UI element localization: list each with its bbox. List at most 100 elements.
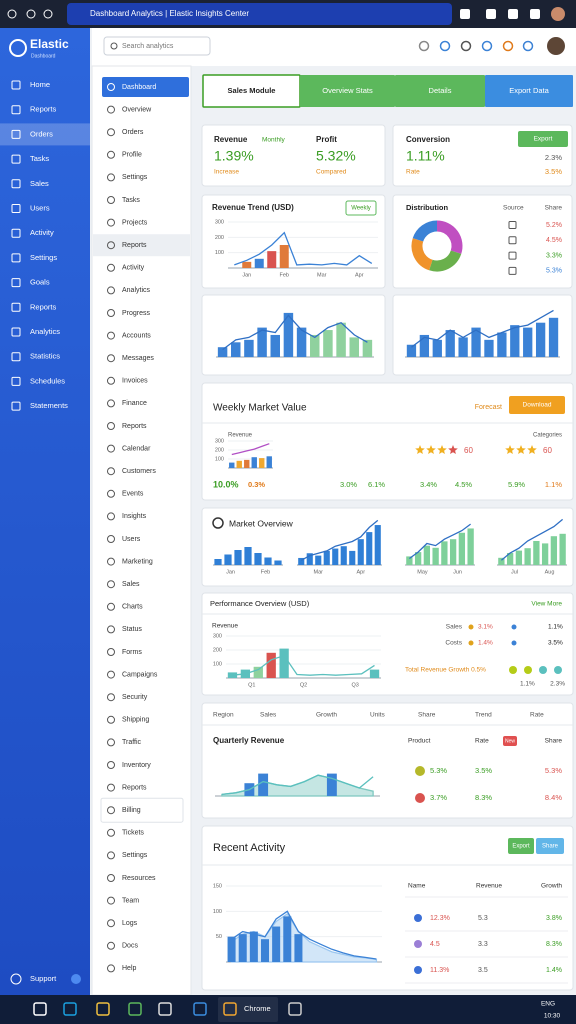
button-label[interactable]: Export	[512, 844, 530, 850]
legend-checkbox[interactable]	[508, 266, 517, 275]
support-link[interactable]: Support	[30, 974, 57, 983]
tab[interactable]	[485, 75, 573, 107]
taskbar-icon[interactable]	[128, 1002, 142, 1016]
nav-item[interactable]: Forms	[122, 649, 142, 656]
kpi-button[interactable]	[518, 131, 568, 147]
nav-item[interactable]: Logs	[122, 920, 138, 927]
nav-item[interactable]: Status	[122, 626, 142, 633]
taskbar-icon[interactable]	[63, 1002, 77, 1016]
button[interactable]	[536, 838, 564, 854]
reload-icon[interactable]	[26, 9, 36, 19]
sidebar-item[interactable]: Schedules	[30, 376, 65, 385]
nav-item[interactable]: Orders	[122, 129, 144, 136]
sidebar-item[interactable]: Statements	[30, 401, 68, 410]
sidebar-item[interactable]: Reports	[30, 105, 57, 114]
kpi-button-label[interactable]: Export	[534, 136, 553, 143]
sidebar-item[interactable]: Activity	[30, 228, 54, 237]
button[interactable]	[508, 838, 534, 854]
toolbar-icon[interactable]	[522, 40, 534, 52]
nav-item[interactable]: Projects	[122, 219, 148, 226]
link[interactable]: View More	[531, 601, 562, 608]
browser-tab[interactable]	[67, 3, 452, 25]
nav-item[interactable]: Docs	[122, 943, 138, 950]
nav-item[interactable]: Shipping	[122, 717, 149, 724]
nav-item[interactable]: Settings	[122, 852, 148, 859]
back-icon[interactable]	[7, 9, 17, 19]
nav-item[interactable]: Customers	[122, 468, 156, 475]
taskbar-app[interactable]: Chrome	[244, 1004, 271, 1013]
browser-icon[interactable]	[486, 9, 496, 19]
sidebar-item[interactable]: Orders	[30, 129, 53, 138]
button[interactable]	[509, 396, 565, 414]
toolbar-icon[interactable]	[502, 40, 514, 52]
browser-icon[interactable]	[530, 9, 540, 19]
nav-item[interactable]: Finance	[122, 400, 147, 407]
nav-item[interactable]: Inventory	[122, 762, 151, 769]
sidebar-item[interactable]: Statistics	[30, 352, 60, 361]
nav-item[interactable]: Events	[122, 491, 144, 498]
nav-item[interactable]: Campaigns	[122, 671, 158, 678]
taskbar-icon[interactable]	[288, 1002, 302, 1016]
home-icon[interactable]	[43, 9, 53, 19]
user-avatar[interactable]	[547, 37, 565, 55]
nav-item[interactable]: Security	[122, 694, 148, 701]
tab[interactable]	[300, 75, 395, 107]
nav-item[interactable]: Reports	[122, 423, 147, 430]
nav-item[interactable]: Tickets	[122, 830, 144, 837]
nav-item[interactable]: Insights	[122, 513, 147, 520]
sidebar-item[interactable]: Sales	[30, 179, 49, 188]
nav-item[interactable]: Analytics	[122, 287, 151, 294]
nav-item[interactable]: Help	[122, 965, 137, 972]
tab[interactable]	[395, 75, 485, 107]
browser-icon[interactable]	[460, 9, 470, 19]
button-label[interactable]: Download	[523, 402, 552, 409]
avatar[interactable]	[551, 7, 565, 21]
nav-item[interactable]: Calendar	[122, 445, 151, 452]
sidebar-item[interactable]: Analytics	[30, 327, 60, 336]
sidebar-item[interactable]: Reports	[30, 302, 57, 311]
legend-checkbox[interactable]	[508, 221, 517, 229]
taskbar-icon[interactable]	[193, 1002, 207, 1016]
nav-item[interactable]: Users	[122, 536, 141, 543]
sidebar-item[interactable]: Home	[30, 80, 50, 89]
nav-item[interactable]: Messages	[122, 355, 154, 362]
toolbar-icon[interactable]	[418, 40, 430, 52]
toolbar-icon[interactable]	[460, 40, 472, 52]
nav-item[interactable]: Marketing	[122, 558, 153, 565]
button-label[interactable]: Share	[542, 844, 559, 850]
nav-item[interactable]: Invoices	[122, 378, 148, 385]
link[interactable]: Forecast	[475, 404, 502, 411]
browser-icon[interactable]	[508, 9, 518, 19]
nav-item[interactable]: Sales	[122, 581, 140, 588]
nav-item[interactable]: Activity	[122, 265, 145, 272]
nav-item[interactable]: Traffic	[122, 739, 142, 746]
nav-item[interactable]: Team	[122, 897, 139, 904]
nav-item[interactable]: Reports	[122, 784, 147, 791]
tab-label[interactable]: Overview Stats	[322, 86, 373, 95]
taskbar-icon[interactable]	[96, 1002, 110, 1016]
nav-item[interactable]: Accounts	[122, 332, 151, 339]
sidebar-item[interactable]: Users	[30, 203, 50, 212]
nav-item[interactable]: Settings	[122, 174, 148, 181]
nav-item[interactable]: Profile	[122, 152, 142, 159]
tab-label[interactable]: Export Data	[509, 86, 549, 95]
nav-item[interactable]: Overview	[122, 106, 152, 113]
nav-item[interactable]: Reports	[122, 242, 147, 249]
nav-item[interactable]: Resources	[122, 875, 156, 882]
sidebar-item[interactable]: Settings	[30, 253, 57, 262]
nav-item[interactable]: Billing	[122, 807, 141, 814]
nav-item[interactable]: Dashboard	[122, 84, 156, 91]
toolbar-icon[interactable]	[481, 40, 493, 52]
tab-label[interactable]: Details	[429, 86, 452, 95]
nav-item[interactable]: Tasks	[122, 197, 140, 204]
nav-item[interactable]: Progress	[122, 310, 151, 317]
sidebar-item[interactable]: Tasks	[30, 154, 49, 163]
toolbar-icon[interactable]	[439, 40, 451, 52]
legend-checkbox[interactable]	[508, 251, 517, 260]
legend-checkbox[interactable]	[508, 236, 517, 245]
sidebar-item[interactable]: Goals	[30, 278, 50, 287]
tab-label[interactable]: Sales Module	[228, 86, 276, 95]
taskbar-icon[interactable]	[33, 1002, 47, 1016]
taskbar-icon[interactable]	[158, 1002, 172, 1016]
search-box[interactable]	[103, 36, 211, 56]
